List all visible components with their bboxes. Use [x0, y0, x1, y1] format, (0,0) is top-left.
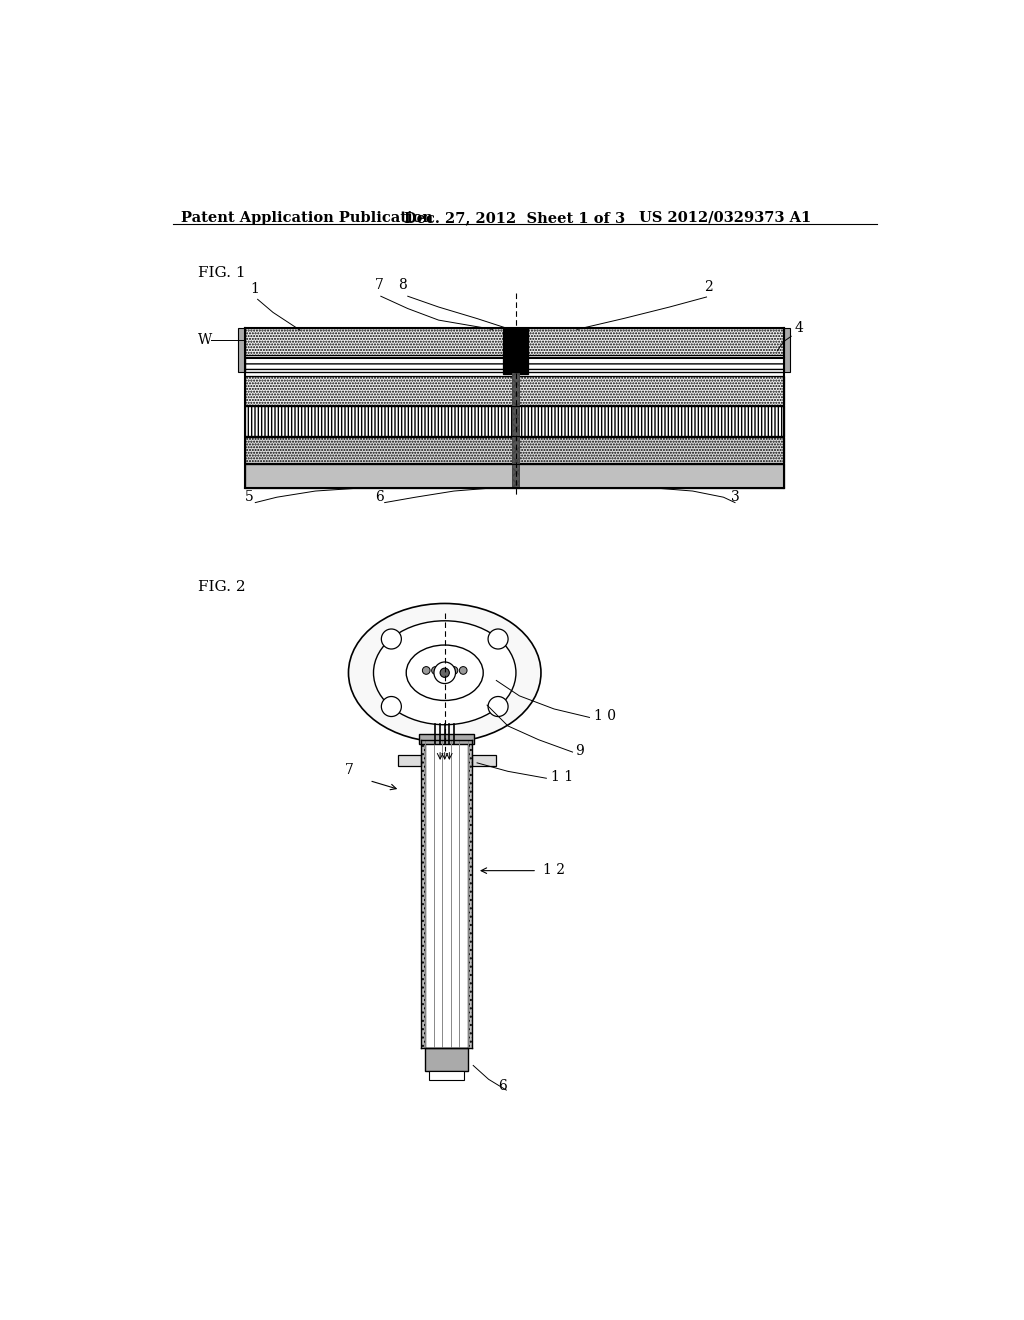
Bar [245, 358, 783, 372]
Circle shape [432, 667, 439, 675]
Circle shape [381, 697, 401, 717]
Text: W: W [199, 333, 213, 347]
Text: FIG. 1: FIG. 1 [199, 267, 246, 280]
Text: FIG. 2: FIG. 2 [199, 581, 246, 594]
Bar [783, 327, 790, 372]
Text: 3: 3 [731, 490, 740, 504]
Circle shape [434, 663, 456, 684]
Bar [421, 739, 425, 1048]
Bar [245, 327, 783, 355]
Text: 6: 6 [376, 490, 384, 504]
Text: 1 0: 1 0 [594, 710, 616, 723]
Bar [472, 755, 496, 766]
Text: US 2012/0329373 A1: US 2012/0329373 A1 [639, 211, 811, 224]
Circle shape [422, 667, 430, 675]
Circle shape [488, 697, 508, 717]
Circle shape [488, 630, 508, 649]
Text: 1 2: 1 2 [544, 863, 565, 878]
Bar [245, 437, 783, 462]
Bar [245, 465, 783, 488]
Bar [509, 330, 522, 346]
Text: 4: 4 [795, 321, 803, 335]
Bar [397, 755, 421, 766]
Bar [512, 372, 519, 488]
Bar [239, 327, 245, 372]
Circle shape [440, 668, 450, 677]
Circle shape [460, 667, 467, 675]
Text: 9: 9 [575, 744, 585, 758]
Text: 1 1: 1 1 [551, 770, 573, 784]
Bar [425, 1048, 468, 1071]
Bar [245, 376, 783, 405]
Text: 1: 1 [250, 282, 259, 296]
Circle shape [441, 667, 449, 675]
Text: Patent Application Publication: Patent Application Publication [180, 211, 432, 224]
Text: 2: 2 [705, 280, 713, 294]
Text: 7: 7 [375, 279, 384, 292]
Bar [425, 739, 468, 1048]
Bar [429, 1071, 464, 1080]
Text: 5: 5 [245, 490, 253, 504]
Bar [419, 734, 474, 743]
Circle shape [451, 667, 458, 675]
Ellipse shape [407, 645, 483, 701]
Bar [503, 327, 528, 374]
Bar [468, 739, 472, 1048]
Text: Dec. 27, 2012  Sheet 1 of 3: Dec. 27, 2012 Sheet 1 of 3 [403, 211, 625, 224]
Text: 6: 6 [499, 1080, 507, 1093]
Ellipse shape [374, 620, 516, 725]
Circle shape [381, 630, 401, 649]
Ellipse shape [348, 603, 541, 742]
Text: 7: 7 [345, 763, 353, 777]
Text: 8: 8 [398, 279, 408, 292]
Bar [245, 407, 783, 436]
